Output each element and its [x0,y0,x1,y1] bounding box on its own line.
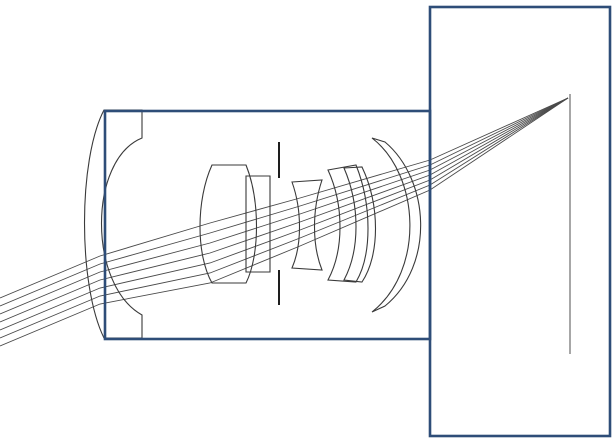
ray-7 [0,97,569,347]
lens-elements [83,109,422,339]
negative-lens [291,179,323,271]
ray-2 [0,97,569,307]
rear-meniscus-lens [371,137,422,313]
meniscus-lens-3 [343,166,377,283]
ray-6 [0,97,569,339]
flat-element [245,175,271,273]
lens-group-box [103,109,432,341]
front-meniscus-lens [83,109,143,339]
ray-5 [0,97,569,331]
meniscus-lens-2 [327,164,369,283]
biconvex-lens [199,164,258,284]
ray-bundle [0,97,569,347]
ray-4 [0,97,569,323]
sensor-box [428,5,612,438]
ray-1 [0,97,569,299]
ray-3 [0,97,569,315]
